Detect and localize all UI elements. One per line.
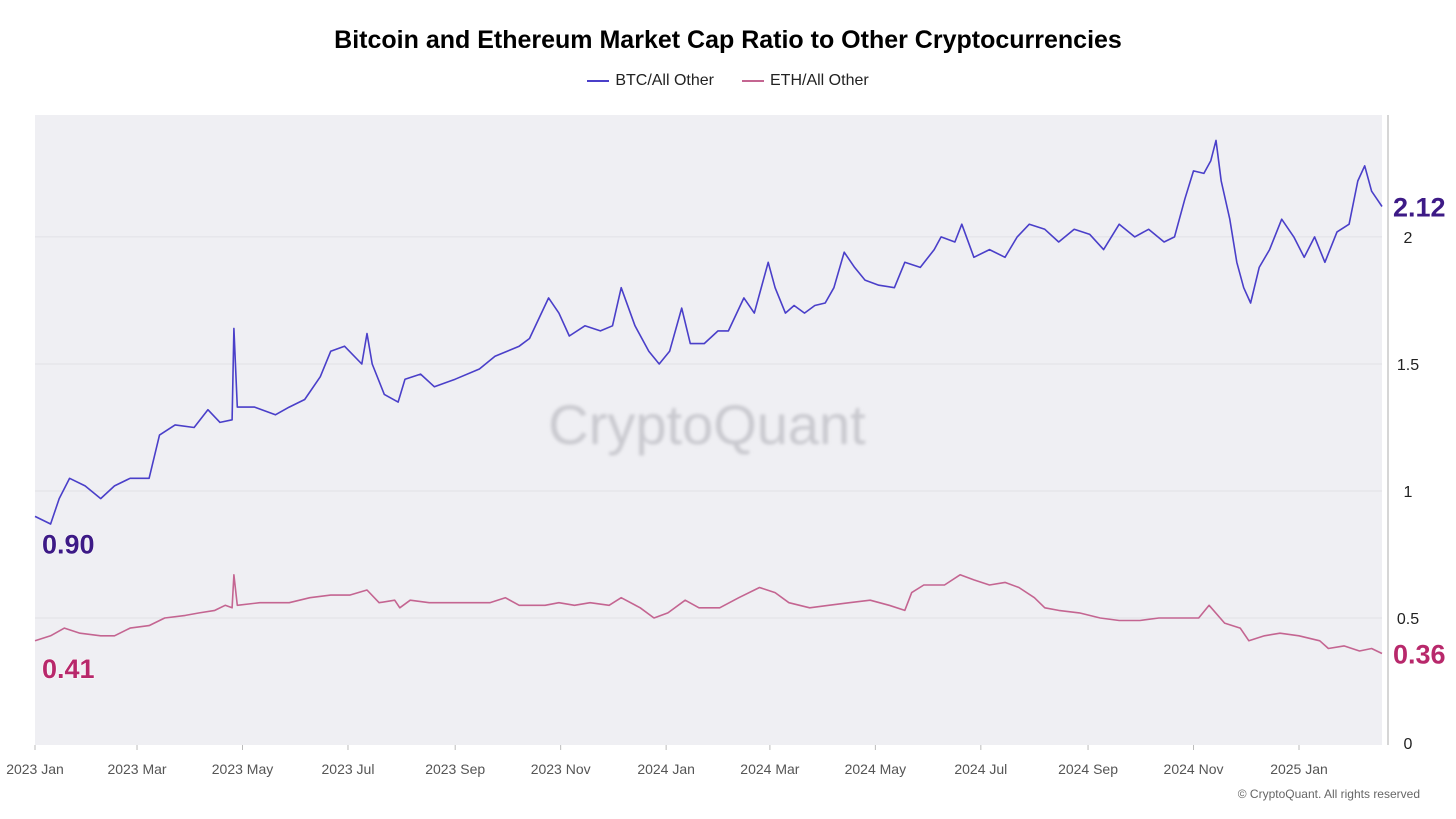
x-tick-label: 2025 Jan — [1270, 761, 1328, 777]
legend: BTC/All Other ETH/All Other — [0, 72, 1456, 90]
legend-label-eth: ETH/All Other — [770, 72, 869, 89]
plot-area — [35, 115, 1382, 745]
x-tick-label: 2024 Jan — [637, 761, 695, 777]
x-tick-label: 2024 Mar — [740, 761, 799, 777]
legend-swatch-eth — [742, 80, 764, 82]
x-tick-label: 2023 May — [212, 761, 273, 777]
y-tick-label: 2 — [1404, 230, 1413, 247]
start-value-label: 0.90 — [42, 529, 95, 559]
legend-item-eth[interactable]: ETH/All Other — [742, 72, 869, 90]
end-value-label: 2.12 — [1393, 192, 1446, 222]
legend-label-btc: BTC/All Other — [615, 72, 714, 89]
series-line-btc — [34, 139, 1383, 525]
watermark: CryptoQuant — [548, 393, 866, 456]
series-line-eth — [34, 574, 1383, 655]
copyright: © CryptoQuant. All rights reserved — [1237, 787, 1420, 801]
end-value-label: 0.36 — [1393, 640, 1446, 670]
x-tick-label: 2024 Sep — [1058, 761, 1118, 777]
x-tick-label: 2023 Sep — [425, 761, 485, 777]
x-tick-label: 2023 Jan — [6, 761, 64, 777]
legend-swatch-btc — [587, 80, 610, 82]
y-tick-label: 1.5 — [1397, 357, 1419, 374]
y-tick-label: 0 — [1404, 736, 1413, 753]
x-tick-label: 2023 Mar — [107, 761, 166, 777]
y-tick-label: 0.5 — [1397, 611, 1419, 628]
y-tick-label: 1 — [1404, 484, 1413, 501]
x-tick-label: 2023 Nov — [531, 761, 591, 777]
chart-title: Bitcoin and Ethereum Market Cap Ratio to… — [334, 26, 1122, 54]
start-value-label: 0.41 — [42, 654, 95, 684]
x-tick-label: 2024 May — [845, 761, 906, 777]
x-tick-label: 2024 Nov — [1164, 761, 1224, 777]
x-tick-label: 2023 Jul — [322, 761, 375, 777]
x-tick-label: 2024 Jul — [954, 761, 1007, 777]
legend-item-btc[interactable]: BTC/All Other — [587, 72, 714, 90]
